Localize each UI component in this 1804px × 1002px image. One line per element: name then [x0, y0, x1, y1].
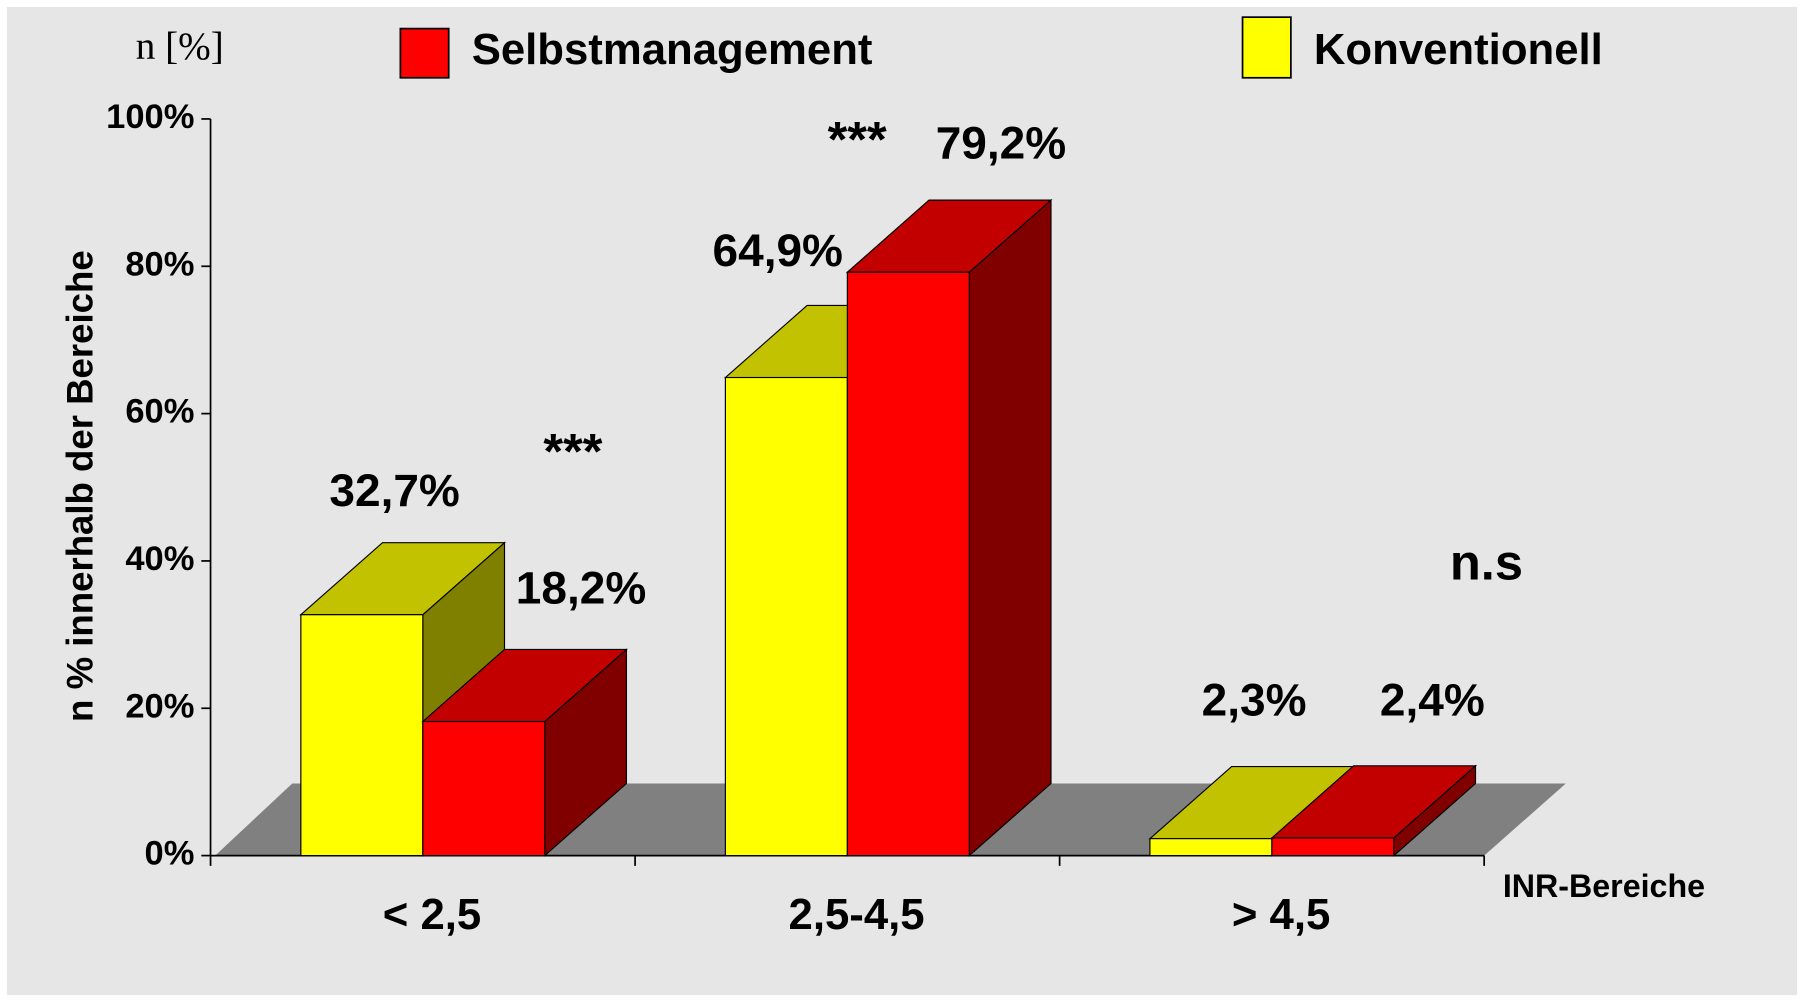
y-tick-label: 40%	[125, 540, 194, 578]
bar	[1271, 837, 1395, 857]
annotation: ***	[828, 110, 887, 167]
bar	[300, 614, 424, 857]
annotation: ***	[543, 423, 602, 480]
x-axis-label: INR-Bereiche	[1503, 868, 1705, 904]
legend-swatch	[1241, 16, 1292, 79]
value-label: 79,2%	[936, 117, 1066, 169]
value-label: 18,2%	[516, 562, 646, 614]
bar-side	[968, 198, 1052, 857]
x-tick-label: 2,5-4,5	[789, 891, 925, 939]
y-tick-label: 60%	[125, 393, 194, 431]
annotation: n.s	[1450, 534, 1523, 591]
y-axis-label: n % innerhalb der Bereiche	[59, 250, 100, 722]
legend-swatch	[399, 27, 450, 79]
y-tick-label: 80%	[125, 245, 194, 283]
bar	[846, 271, 970, 857]
x-tick-label: < 2,5	[383, 891, 481, 939]
bar	[724, 376, 848, 857]
x-tick-label: > 4,5	[1232, 891, 1330, 939]
y-tick-label: 100%	[106, 98, 194, 136]
legend-label: Konventionell	[1314, 26, 1603, 74]
value-label: 64,9%	[713, 224, 843, 276]
bar	[1149, 838, 1273, 857]
legend-label: Selbstmanagement	[472, 26, 873, 74]
value-label: 32,7%	[329, 464, 459, 516]
unit-label: n [%]	[136, 25, 224, 68]
y-tick-label: 0%	[145, 835, 195, 873]
value-label: 2,3%	[1202, 674, 1307, 726]
bar	[422, 720, 546, 857]
y-tick-label: 20%	[125, 687, 194, 725]
value-label: 2,4%	[1380, 674, 1485, 726]
